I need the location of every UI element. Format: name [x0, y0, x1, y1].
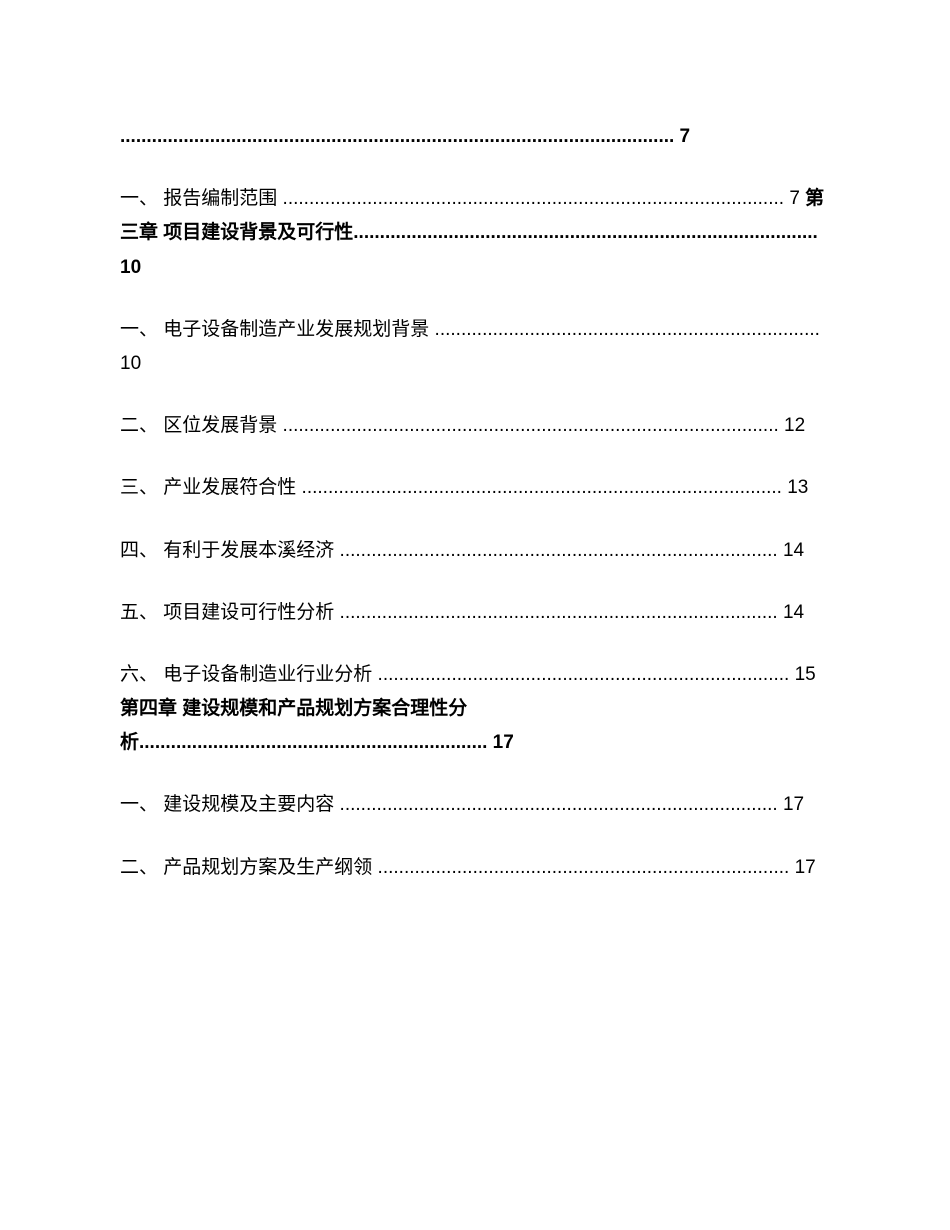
toc-entry-4-2: 二、 产品规划方案及生产纲领 .........................…	[120, 851, 830, 885]
toc-text: 六、 电子设备制造业行业分析 .........................…	[120, 664, 816, 685]
toc-chapter-4: 第四章 建设规模和产品规划方案合理性分析....................…	[120, 698, 514, 753]
toc-entry-3-5: 五、 项目建设可行性分析 ...........................…	[120, 596, 830, 630]
toc-entry-4-1: 一、 建设规模及主要内容 ...........................…	[120, 788, 830, 822]
toc-entry-1: 一、 报告编制范围 ..............................…	[120, 182, 830, 285]
toc-entry-3-1: 一、 电子设备制造产业发展规划背景 ......................…	[120, 313, 830, 381]
toc-entry-3-6: 六、 电子设备制造业行业分析 .........................…	[120, 658, 830, 761]
toc-entry-3-3: 三、 产业发展符合性 .............................…	[120, 471, 830, 505]
toc-leader-top: ........................................…	[120, 120, 830, 154]
toc-entry-3-2: 二、 区位发展背景 ..............................…	[120, 409, 830, 443]
toc-text: 一、 报告编制范围 ..............................…	[120, 188, 805, 209]
toc-entry-3-4: 四、 有利于发展本溪经济 ...........................…	[120, 534, 830, 568]
